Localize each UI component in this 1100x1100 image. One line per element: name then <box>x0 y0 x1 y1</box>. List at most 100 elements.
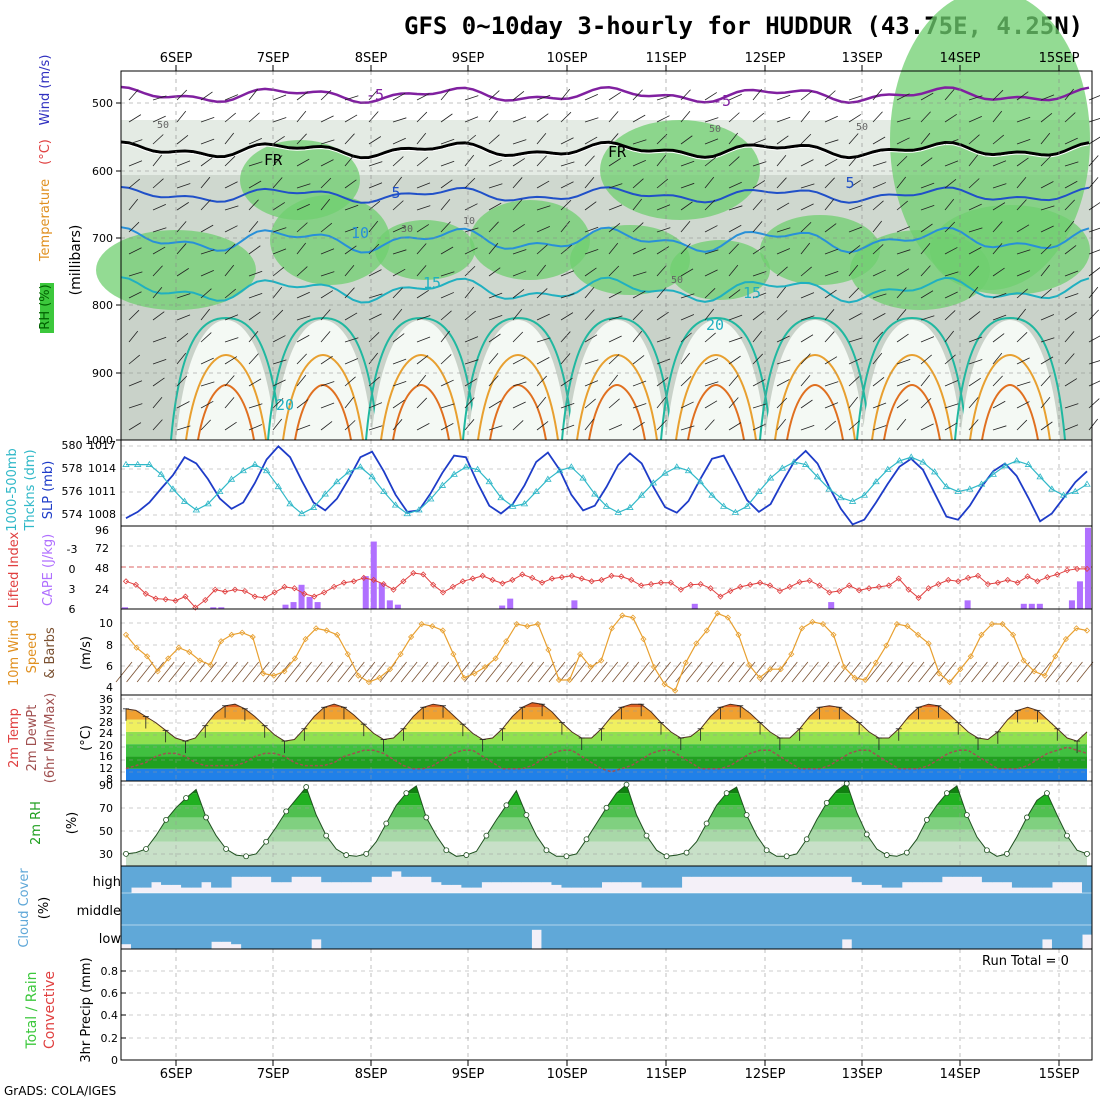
wind-barb <box>680 135 693 145</box>
wind-barb <box>680 220 691 233</box>
wind-barb <box>776 418 787 431</box>
thickness-point <box>485 477 494 485</box>
li-point <box>846 582 853 589</box>
wind-barb <box>296 203 310 211</box>
wind-barb <box>368 182 383 189</box>
temp2m-unit-label: (°C) <box>79 725 94 751</box>
wind-barb <box>176 110 187 123</box>
wind-barb <box>296 133 307 145</box>
wind-barb <box>344 204 359 211</box>
wind-barb <box>320 248 335 255</box>
li-point <box>648 581 655 588</box>
wind-barb-10m <box>833 661 851 683</box>
wind-barb <box>536 288 548 299</box>
rh-point <box>143 846 149 852</box>
cloud-bar-high <box>341 866 352 883</box>
cape-bar <box>122 607 129 609</box>
wind-barb-10m <box>612 661 629 683</box>
wind-barb <box>1088 418 1099 431</box>
wind-barb <box>392 117 407 123</box>
wind-barb <box>608 222 621 233</box>
wind-barb <box>560 88 571 101</box>
day-label-top-4: 10SEP <box>547 51 588 66</box>
cloud-bar-high <box>151 866 162 883</box>
wind-speed-point <box>122 631 130 638</box>
cloud-bar-middle <box>221 893 232 925</box>
wind-barb <box>176 352 187 365</box>
contour-label-4: 5 <box>391 184 400 202</box>
wind-barb <box>608 183 623 189</box>
thickness-point <box>673 463 681 470</box>
wind-barb <box>536 337 551 343</box>
cloud-bar-low <box>251 925 262 949</box>
wind-barb <box>776 248 791 255</box>
wind-barb <box>272 117 287 123</box>
rh-point <box>763 847 770 854</box>
wind-barb <box>800 266 812 277</box>
wind-barb <box>464 154 475 167</box>
cloud-bar-middle <box>711 893 723 925</box>
thickness-point <box>954 487 962 494</box>
wind-barb <box>656 358 671 365</box>
temp-contour-30-6 <box>786 383 844 441</box>
wind-barb-10m <box>495 661 513 683</box>
wind-barb <box>200 269 214 277</box>
li-point <box>439 589 447 596</box>
wind-barb <box>560 199 572 211</box>
thickness-point <box>591 490 599 497</box>
cloud-bar-low <box>821 925 833 949</box>
rh2m-label: 2m RH <box>29 801 44 845</box>
wind-barb <box>1040 181 1054 189</box>
day-label-top-1: 7SEP <box>257 51 290 66</box>
wind-barb <box>920 423 934 431</box>
wind-speed-point <box>1062 636 1069 643</box>
li-ytick-0: -3 <box>67 543 78 556</box>
wind-barb <box>224 375 235 387</box>
wind-speed-point <box>830 631 837 638</box>
cloud-bar-middle <box>491 893 502 925</box>
day-label-top-5: 11SEP <box>646 51 687 66</box>
wind-barb <box>416 289 429 299</box>
thickness-point <box>731 508 740 515</box>
wind-barb <box>488 400 502 409</box>
wind-barb <box>704 308 715 321</box>
wind-barb-10m <box>231 661 249 683</box>
cloud-bar-middle <box>651 893 663 925</box>
wind-barb <box>152 203 166 211</box>
li-point <box>756 579 764 586</box>
upper-ytick-0: 500 <box>92 97 113 110</box>
rh-point <box>603 804 610 811</box>
li-point <box>965 574 972 581</box>
wind-speed-point <box>598 657 605 664</box>
wind-barb <box>560 377 573 387</box>
contour-label-0: -5 <box>366 86 384 104</box>
li-point <box>776 587 783 595</box>
cloud-bar-low <box>951 925 963 949</box>
rh-ytick-2: 50 <box>99 825 113 838</box>
thickness-point <box>907 453 915 460</box>
cloud-bar-middle <box>251 893 262 925</box>
wind-barb <box>536 396 547 409</box>
cloud-bar-high <box>371 866 382 877</box>
wind-barb <box>248 270 263 277</box>
thickness-point <box>450 470 458 477</box>
wind-barb <box>272 94 287 101</box>
wind-barb <box>464 247 478 255</box>
wind-barb <box>584 359 599 365</box>
wind-barb <box>704 156 717 167</box>
wind-barb-10m <box>717 661 735 683</box>
cloud-bar-high <box>241 866 252 877</box>
cloud-level-high: high <box>93 875 121 890</box>
wind-barb <box>272 202 286 211</box>
cloud-bar-middle <box>431 893 442 925</box>
wind-barb <box>512 177 523 189</box>
li-point <box>172 597 179 604</box>
wind-barb <box>680 243 691 255</box>
wind-barb-10m <box>474 661 492 683</box>
rh-band-fill-0 <box>126 841 1087 866</box>
thickness-point <box>427 495 435 502</box>
cloud-bar-high <box>1081 866 1093 893</box>
cloud-bar-low <box>1011 925 1023 949</box>
wind-barb <box>536 226 550 233</box>
rh-point <box>903 849 910 856</box>
